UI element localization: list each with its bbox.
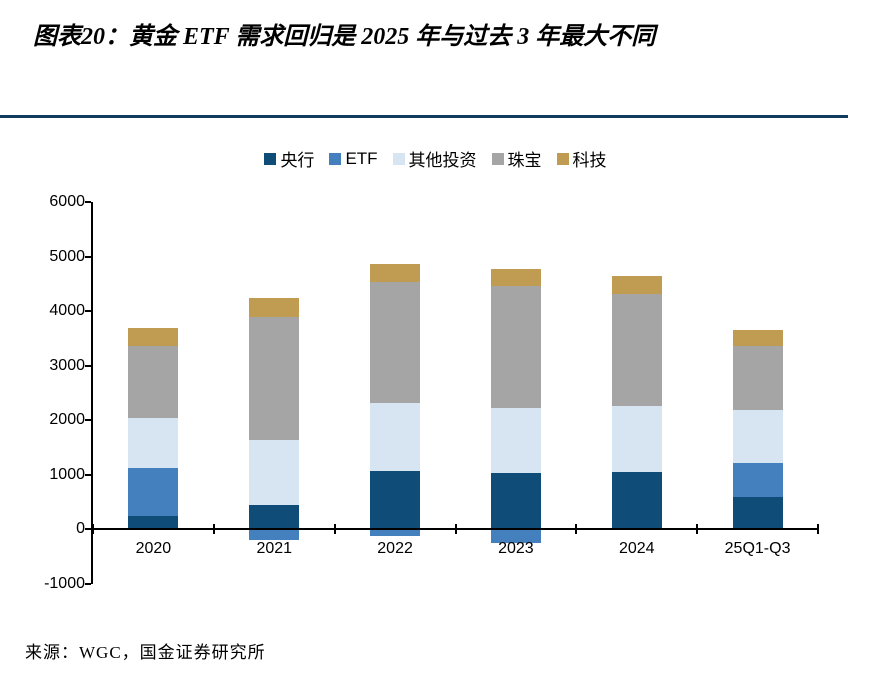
legend-label: ETF bbox=[345, 148, 378, 168]
bar-segment bbox=[490, 473, 541, 530]
y-axis-label: -1000 bbox=[44, 575, 85, 592]
figure-caption: 图表20：黄金 ETF 需求回归是 2025 年与过去 3 年最大不同 bbox=[33, 24, 656, 50]
legend-item: ETF bbox=[329, 148, 378, 169]
x-axis-tick bbox=[212, 524, 215, 535]
bar-segment bbox=[732, 497, 783, 530]
y-axis-label: 1000 bbox=[49, 465, 85, 483]
x-axis-label: 2024 bbox=[618, 540, 655, 558]
y-axis-label: 2000 bbox=[49, 411, 85, 429]
bar-segment bbox=[128, 345, 179, 418]
bar-segment bbox=[611, 275, 662, 295]
bar-segment bbox=[732, 410, 783, 463]
bar-segment bbox=[611, 472, 662, 530]
bar-segment bbox=[249, 505, 300, 530]
x-axis-label: 25Q1-Q3 bbox=[724, 540, 791, 558]
bar-segment bbox=[732, 462, 783, 498]
y-axis-label: 4000 bbox=[49, 302, 85, 320]
x-axis-tick bbox=[454, 524, 457, 535]
y-axis-tick bbox=[85, 364, 91, 367]
bar-segment bbox=[490, 286, 541, 408]
legend-swatch-icon bbox=[556, 152, 569, 165]
x-axis-label: 2021 bbox=[256, 540, 293, 558]
bar-segment bbox=[370, 471, 421, 530]
y-axis-tick bbox=[85, 473, 91, 476]
legend-swatch-icon bbox=[491, 152, 504, 165]
x-axis-tick bbox=[696, 524, 699, 535]
y-axis-tick bbox=[85, 419, 91, 422]
bar-segment bbox=[732, 345, 783, 411]
y-axis-label: 6000 bbox=[49, 193, 85, 210]
bar-segment bbox=[490, 407, 541, 474]
y-axis-line bbox=[91, 202, 93, 584]
x-axis-label: 2023 bbox=[498, 540, 534, 558]
legend-label: 其他投资 bbox=[408, 151, 477, 170]
legend-label: 珠宝 bbox=[507, 151, 542, 170]
bar-segment bbox=[128, 327, 179, 346]
bar-segment bbox=[370, 529, 421, 536]
bar-segment bbox=[370, 264, 421, 283]
source-note: 来源：WGC，国金证券研究所 bbox=[25, 643, 266, 662]
legend-item: 央行 bbox=[264, 146, 314, 171]
y-axis-label: 3000 bbox=[49, 356, 85, 374]
bar-segment bbox=[490, 268, 541, 287]
y-axis-tick bbox=[85, 528, 91, 531]
bar-segment bbox=[249, 440, 300, 506]
x-axis-label: 2020 bbox=[135, 540, 172, 558]
y-axis-tick bbox=[85, 310, 91, 313]
x-axis-label: 2022 bbox=[377, 540, 413, 558]
y-axis-label: 0 bbox=[76, 520, 85, 538]
bar-segment bbox=[249, 317, 300, 441]
y-axis-tick bbox=[85, 201, 91, 203]
legend-item: 珠宝 bbox=[491, 146, 542, 171]
legend-item: 其他投资 bbox=[392, 146, 477, 171]
bar-segment bbox=[732, 330, 783, 346]
bar-segment bbox=[370, 402, 421, 472]
bar-segment bbox=[128, 417, 179, 468]
x-axis-tick bbox=[333, 524, 336, 535]
chart-legend: 央行 ETF 其他投资 珠宝 科技 bbox=[0, 146, 871, 171]
legend-swatch-icon bbox=[392, 152, 405, 165]
y-axis-tick bbox=[85, 583, 91, 585]
legend-item: 科技 bbox=[556, 146, 607, 171]
x-axis-tick bbox=[575, 524, 578, 535]
caption-divider bbox=[0, 115, 848, 118]
x-axis-tick bbox=[817, 524, 819, 535]
bar-segment bbox=[490, 529, 541, 543]
bar-segment bbox=[128, 467, 179, 516]
legend-label: 央行 bbox=[280, 151, 315, 170]
legend-swatch-icon bbox=[264, 152, 277, 165]
bar-segment bbox=[249, 529, 300, 540]
y-axis-label: 5000 bbox=[49, 247, 85, 265]
bar-segment bbox=[611, 406, 662, 473]
bar-segment bbox=[249, 297, 300, 318]
bar-segment bbox=[128, 515, 179, 530]
bar-segment bbox=[370, 282, 421, 403]
x-axis-tick bbox=[92, 524, 94, 535]
legend-swatch-icon bbox=[329, 152, 342, 165]
y-axis-tick bbox=[85, 255, 91, 258]
bar-segment bbox=[611, 294, 662, 407]
legend-label: 科技 bbox=[572, 151, 607, 170]
